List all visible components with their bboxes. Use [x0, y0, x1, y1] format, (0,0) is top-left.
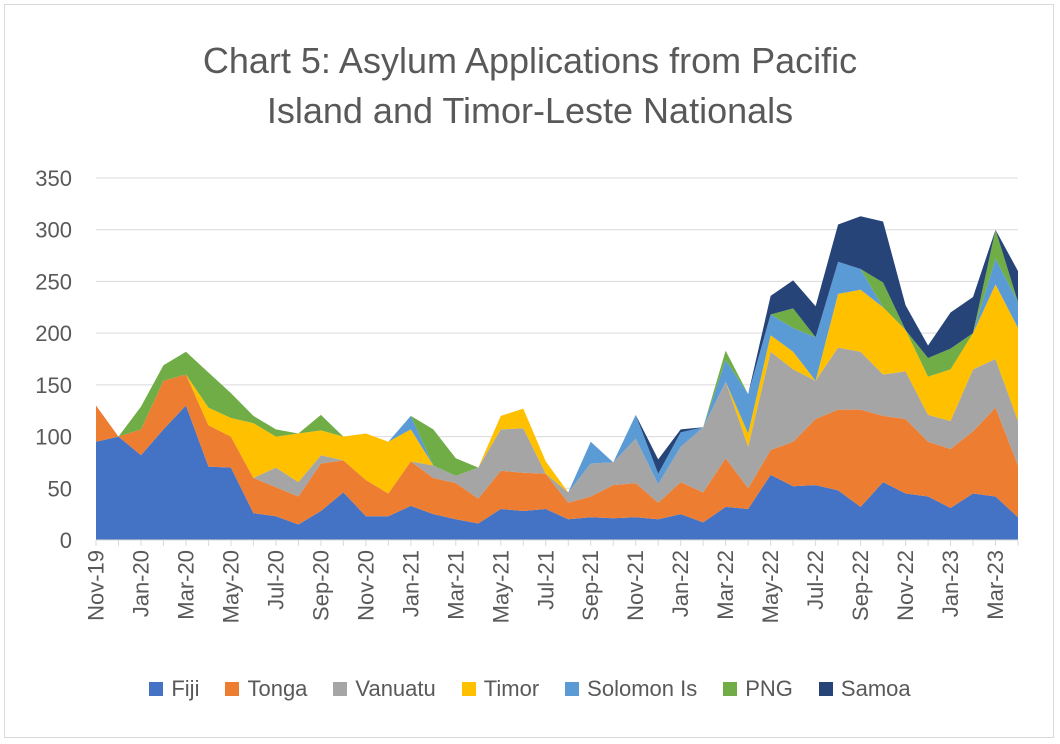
y-tick-label: 0: [60, 528, 72, 553]
legend-label: Samoa: [840, 676, 911, 701]
x-tick-label: Mar-22: [713, 550, 738, 620]
x-tick-label: Sep-21: [578, 550, 603, 621]
x-tick-label: Jan-21: [398, 550, 423, 617]
legend-item-samoa: Samoa: [818, 676, 911, 702]
x-tick-label: Mar-21: [443, 550, 468, 620]
y-tick-label: 350: [35, 166, 72, 191]
y-tick-label: 100: [35, 425, 72, 450]
legend-swatch: [723, 682, 738, 696]
legend-swatch: [818, 682, 833, 696]
y-tick-label: 300: [35, 218, 72, 243]
y-tick-label: 50: [48, 476, 72, 501]
legend-label: Tonga: [247, 676, 308, 701]
x-tick-label: Jan-23: [938, 550, 963, 617]
chart-frame: [4, 4, 1054, 738]
legend-item-vanuatu: Vanuatu: [333, 676, 436, 702]
x-tick-label: May-20: [218, 550, 243, 623]
area-series-fiji: [96, 405, 1018, 540]
x-tick-label: May-22: [758, 550, 783, 623]
legend-label: Solomon Is: [587, 676, 698, 701]
legend: Fiji Tonga Vanuatu Timor Solomon Is PNG Samoa: [0, 676, 1060, 702]
legend-label: Timor: [483, 676, 540, 701]
legend-item-png: PNG: [723, 676, 793, 702]
x-tick-label: Sep-20: [308, 550, 333, 621]
x-axis-tick-labels: Nov-19 Jan-20 Mar-20 May-20 Jul-20 Sep-20 Nov-…: [84, 550, 1009, 623]
legend-label: Fiji: [171, 676, 200, 701]
legend-swatch: [565, 682, 580, 696]
chart-title-line-1: Chart 5: Asylum Applications from Pacifi…: [202, 40, 858, 81]
y-tick-label: 250: [35, 269, 72, 294]
x-tick-label: Mar-23: [983, 550, 1008, 620]
chart-title-line-2: Island and Timor-Leste Nationals: [266, 90, 794, 131]
x-tick-label: May-21: [488, 550, 513, 623]
y-tick-label: 200: [35, 321, 72, 346]
legend-swatch: [149, 682, 164, 696]
y-axis-tick-labels: 0 50 100 150 200 250 300 350: [35, 166, 72, 553]
area-series-vanuatu: [96, 347, 1018, 503]
x-tick-label: Mar-20: [173, 550, 198, 620]
series-areas: [96, 216, 1018, 540]
legend-swatch: [461, 682, 476, 696]
area-series-timor: [96, 284, 1018, 494]
x-tick-label: Sep-22: [848, 550, 873, 621]
x-tick-label: Jul-20: [263, 550, 288, 610]
legend-label: Vanuatu: [355, 676, 436, 701]
area-series-samoa: [96, 216, 1018, 493]
chart-title: Chart 5: Asylum Applications from Pacifi…: [0, 36, 1060, 136]
x-tick-label: Jan-20: [128, 550, 153, 617]
x-tick-label: Jul-22: [803, 550, 828, 610]
y-tick-label: 150: [35, 373, 72, 398]
legend-item-fiji: Fiji: [149, 676, 199, 702]
legend-item-timor: Timor: [461, 676, 540, 702]
x-tick-label: Nov-19: [84, 550, 109, 621]
axes: [95, 539, 1019, 546]
area-series-png: [96, 229, 1018, 493]
x-tick-label: Nov-21: [623, 550, 648, 621]
x-tick-label: Jul-21: [533, 550, 558, 610]
x-tick-label: Nov-20: [353, 550, 378, 621]
legend-item-solomon-is: Solomon Is: [565, 676, 697, 702]
legend-label: PNG: [745, 676, 793, 701]
legend-item-tonga: Tonga: [225, 676, 307, 702]
x-tick-label: Jan-22: [668, 550, 693, 617]
x-tick-label: Nov-22: [893, 550, 918, 621]
legend-swatch: [333, 682, 348, 696]
legend-swatch: [225, 682, 240, 696]
area-series-tonga: [96, 374, 1018, 525]
